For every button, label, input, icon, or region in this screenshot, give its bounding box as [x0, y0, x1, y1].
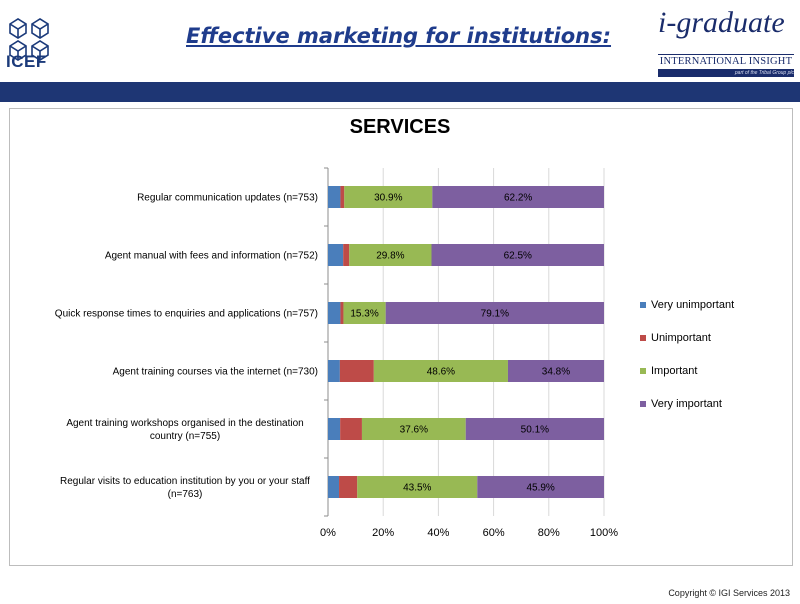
x-tick-label: 60%: [483, 527, 505, 539]
igraduate-logo-small-text: part of the Tribal Group plc: [658, 69, 794, 77]
category-label: Agent manual with fees and information (…: [105, 251, 318, 262]
category-label: country (n=755): [150, 431, 220, 442]
icef-logo-icon: [9, 18, 49, 61]
legend-swatch: [640, 335, 646, 341]
category-label: Agent training courses via the internet …: [113, 367, 318, 378]
bar-segment: [328, 244, 344, 266]
data-label: 37.6%: [400, 425, 428, 436]
bar-segment: [373, 360, 508, 382]
bar-segment: [344, 186, 433, 208]
legend-swatch: [640, 368, 646, 374]
icef-logo-text: ICEF: [6, 52, 47, 71]
bar-segment: [340, 186, 345, 208]
bar-segment: [507, 360, 604, 382]
page-title: Effective marketing for institutions:: [186, 24, 612, 48]
copyright-text: Copyright © IGI Services 2013: [668, 588, 790, 598]
x-tick-label: 80%: [538, 527, 560, 539]
bar-segment: [339, 360, 374, 382]
x-tick-label: 100%: [590, 527, 618, 539]
data-label: 34.8%: [542, 367, 570, 378]
legend-label: Important: [651, 365, 697, 377]
legend-swatch: [640, 302, 646, 308]
bar-segment: [340, 302, 344, 324]
bar-segment: [328, 418, 341, 440]
bar-segment: [431, 244, 604, 266]
igraduate-logo: i-graduate INTERNATIONAL INSIGHT part of…: [656, 4, 796, 78]
category-label: Quick response times to enquiries and ap…: [55, 309, 318, 320]
x-tick-label: 20%: [372, 527, 394, 539]
bar-segment: [343, 244, 350, 266]
bar-segment: [465, 418, 604, 440]
bar-segment: [328, 186, 341, 208]
x-tick-label: 40%: [427, 527, 449, 539]
data-label: 43.5%: [403, 483, 431, 494]
bar-segment: [477, 476, 604, 498]
category-label: (n=763): [168, 489, 203, 500]
data-label: 50.1%: [521, 425, 549, 436]
bar-segment: [339, 476, 358, 498]
bar-segment: [357, 476, 478, 498]
igraduate-logo-subtitle: INTERNATIONAL INSIGHT: [658, 54, 794, 67]
slide-header: ICEF Effective marketing for institution…: [0, 0, 800, 80]
chart-title: SERVICES: [349, 116, 451, 138]
data-label: 15.3%: [350, 309, 378, 320]
bar-segment: [343, 302, 386, 324]
bar-segment: [340, 418, 362, 440]
data-label: 62.5%: [504, 251, 532, 262]
legend-label: Unimportant: [651, 332, 711, 344]
legend-label: Very important: [651, 398, 722, 410]
data-label: 45.9%: [526, 483, 554, 494]
data-label: 30.9%: [374, 193, 402, 204]
category-label: Regular communication updates (n=753): [137, 193, 318, 204]
igraduate-logo-word: i-graduate: [658, 6, 785, 39]
bar-segment: [361, 418, 466, 440]
bar-segment: [328, 302, 341, 324]
bar-segment: [432, 186, 604, 208]
legend-label: Very unimportant: [651, 299, 734, 311]
bar-segment: [328, 360, 340, 382]
category-label: Agent training workshops organised in th…: [66, 418, 303, 429]
category-label: Regular visits to education institution …: [60, 476, 310, 487]
legend-swatch: [640, 401, 646, 407]
x-tick-label: 0%: [320, 527, 336, 539]
data-label: 62.2%: [504, 193, 532, 204]
bar-segment: [328, 476, 340, 498]
bar-segment: [349, 244, 432, 266]
data-label: 29.8%: [376, 251, 404, 262]
header-band: [0, 82, 800, 102]
bar-segment: [385, 302, 604, 324]
data-label: 48.6%: [427, 367, 455, 378]
data-label: 79.1%: [481, 309, 509, 320]
